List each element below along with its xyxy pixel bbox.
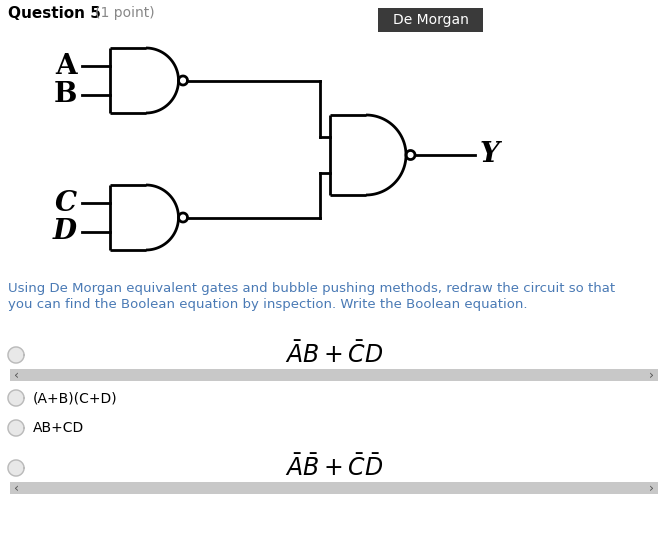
- Text: A: A: [55, 53, 77, 80]
- Text: $\bar{A}B + \bar{C}D$: $\bar{A}B + \bar{C}D$: [285, 342, 383, 368]
- Text: D: D: [53, 219, 77, 245]
- Text: AB+CD: AB+CD: [33, 421, 84, 435]
- FancyBboxPatch shape: [10, 482, 658, 494]
- Text: you can find the Boolean equation by inspection. Write the Boolean equation.: you can find the Boolean equation by ins…: [8, 298, 528, 311]
- Text: (1 point): (1 point): [95, 6, 154, 20]
- Text: Using De Morgan equivalent gates and bubble pushing methods, redraw the circuit : Using De Morgan equivalent gates and bub…: [8, 282, 615, 295]
- Text: $\bar{A}\bar{B} + \bar{C}\bar{D}$: $\bar{A}\bar{B} + \bar{C}\bar{D}$: [285, 455, 383, 481]
- Text: (A+B)(C+D): (A+B)(C+D): [33, 391, 118, 405]
- Text: ›: ›: [649, 481, 654, 494]
- Polygon shape: [8, 390, 24, 406]
- Text: Y: Y: [480, 142, 500, 168]
- Text: ‹: ‹: [14, 481, 19, 494]
- Text: De Morgan: De Morgan: [393, 13, 468, 27]
- Text: ›: ›: [649, 368, 654, 381]
- Text: ‹: ‹: [14, 368, 19, 381]
- FancyBboxPatch shape: [10, 369, 658, 381]
- FancyBboxPatch shape: [378, 8, 483, 32]
- Text: B: B: [53, 81, 77, 108]
- Polygon shape: [8, 347, 24, 363]
- Text: C: C: [55, 190, 77, 217]
- Text: Question 5: Question 5: [8, 5, 101, 21]
- Polygon shape: [8, 460, 24, 476]
- Polygon shape: [8, 420, 24, 436]
